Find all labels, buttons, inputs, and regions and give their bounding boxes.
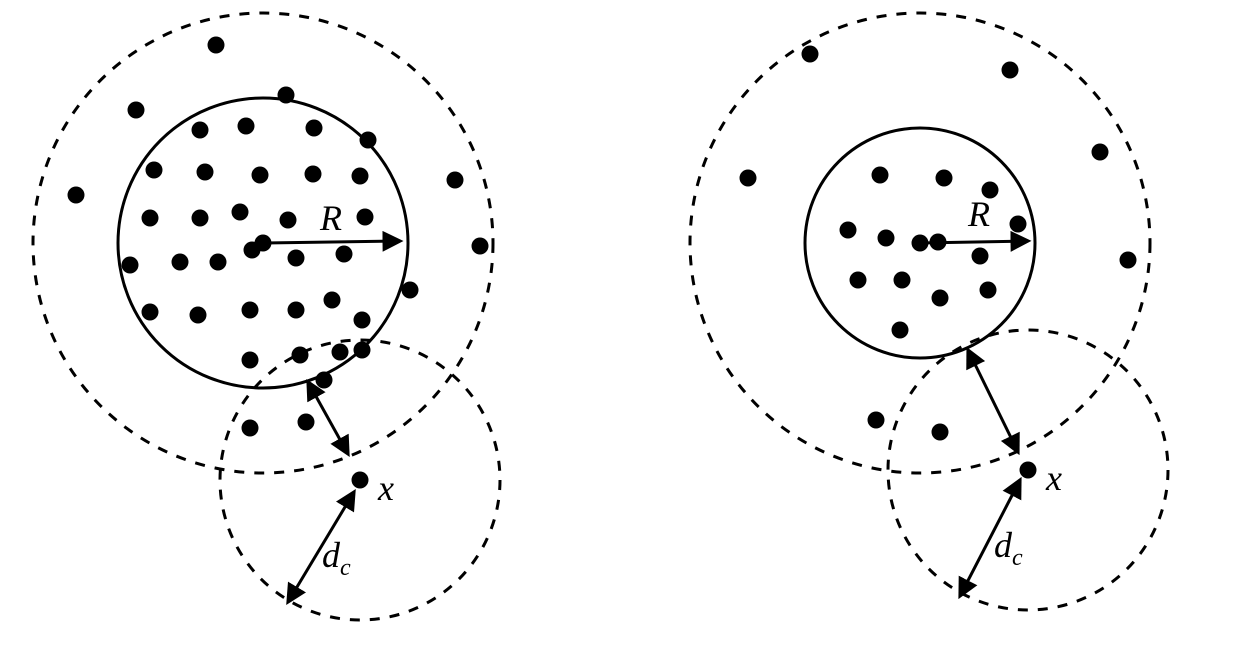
right-data-point xyxy=(1020,462,1037,479)
left-data-point xyxy=(172,254,189,271)
left-data-point xyxy=(242,420,259,437)
left-data-point xyxy=(232,204,249,221)
right-data-point xyxy=(878,230,895,247)
left-data-point xyxy=(352,168,369,185)
right-center-to-x-arrow xyxy=(968,350,1018,452)
left-data-point xyxy=(68,187,85,204)
left-data-point xyxy=(192,122,209,139)
left-data-point xyxy=(242,302,259,319)
left-data-point xyxy=(242,352,259,369)
right-data-point xyxy=(850,272,867,289)
right-dc-label: dc xyxy=(994,525,1023,571)
right-data-point xyxy=(932,424,949,441)
left-radius-R-arrow xyxy=(265,241,400,243)
left-data-point xyxy=(316,372,333,389)
left-data-point xyxy=(360,132,377,149)
right-R-label: R xyxy=(967,194,990,234)
left-data-point xyxy=(336,246,353,263)
left-center-to-x-arrow xyxy=(308,382,348,454)
left-data-point xyxy=(210,254,227,271)
right-data-point xyxy=(980,282,997,299)
left-data-point xyxy=(280,212,297,229)
left-data-point xyxy=(332,344,349,361)
left-data-point xyxy=(298,414,315,431)
left-data-point xyxy=(208,37,225,54)
right-data-point xyxy=(972,248,989,265)
left-data-point xyxy=(142,304,159,321)
right-data-point xyxy=(1002,62,1019,79)
right-data-point xyxy=(868,412,885,429)
right-data-point xyxy=(740,170,757,187)
left-data-point xyxy=(324,292,341,309)
right-data-point xyxy=(802,46,819,63)
right-data-point xyxy=(872,167,889,184)
left-data-point xyxy=(122,257,139,274)
right-x-label: x xyxy=(1045,458,1062,498)
right-radius-R-arrow xyxy=(920,241,1028,243)
left-data-point xyxy=(288,302,305,319)
right-data-point xyxy=(840,222,857,239)
right-data-point xyxy=(932,290,949,307)
left-data-point xyxy=(238,118,255,135)
left-data-point xyxy=(142,210,159,227)
left-data-point xyxy=(354,342,371,359)
left-data-point xyxy=(146,162,163,179)
left-data-point xyxy=(128,102,145,119)
left-data-point xyxy=(402,282,419,299)
left-R-label: R xyxy=(319,198,342,238)
right-data-point xyxy=(892,322,909,339)
left-data-point xyxy=(197,164,214,181)
left-dc-arrow xyxy=(288,492,354,602)
left-data-point xyxy=(252,167,269,184)
left-data-point xyxy=(288,250,305,267)
left-x-label: x xyxy=(377,468,394,508)
left-data-point xyxy=(357,209,374,226)
left-data-point xyxy=(292,347,309,364)
left-data-point xyxy=(190,307,207,324)
left-dc-label: dc xyxy=(322,535,351,581)
right-data-point xyxy=(936,170,953,187)
right-data-point xyxy=(894,272,911,289)
left-data-point xyxy=(305,166,322,183)
left-data-point xyxy=(447,172,464,189)
left-data-point xyxy=(352,472,369,489)
right-data-point xyxy=(1120,252,1137,269)
right-data-point xyxy=(1010,216,1027,233)
left-data-point xyxy=(306,120,323,137)
left-data-point xyxy=(192,210,209,227)
left-data-point xyxy=(354,312,371,329)
left-data-point xyxy=(472,238,489,255)
left-data-point xyxy=(278,87,295,104)
right-data-point xyxy=(1092,144,1109,161)
